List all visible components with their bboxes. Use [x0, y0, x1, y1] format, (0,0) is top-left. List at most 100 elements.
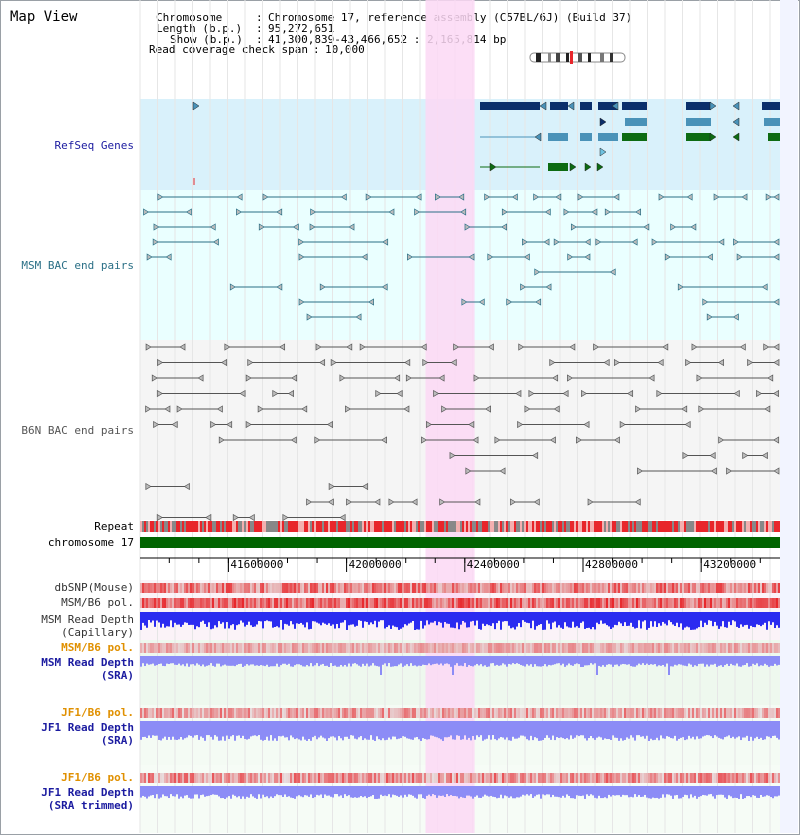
msm-b6-pol-sra-strip: [498, 643, 500, 653]
b6n-bac-end: [685, 358, 692, 367]
jf1-b6-pol-trim-strip: [282, 773, 284, 783]
repeat-segment: [522, 521, 524, 532]
msm-b6-pol-strip: [666, 598, 668, 608]
repeat-segment: [622, 521, 624, 532]
repeat-segment: [406, 521, 408, 532]
dbsnp-strip: [474, 583, 476, 593]
msm-depth-cap-bar: [696, 612, 698, 629]
msm-bac-track[interactable]: [143, 193, 780, 321]
dbsnp-strip: [362, 583, 364, 593]
repeat-segment: [438, 521, 440, 532]
jf1-b6-pol-strip: [464, 708, 466, 718]
ideogram-band-7: [600, 53, 604, 62]
jf1-depth-sra-bar: [344, 721, 346, 737]
msm-b6-pol-sra-strip: [460, 643, 462, 653]
msm-depth-cap-bar: [470, 612, 472, 622]
jf1-depth-sra-bar: [242, 721, 244, 736]
msm-depth-cap-bar: [462, 612, 464, 621]
repeat-segment: [598, 521, 600, 532]
dbsnp-strip: [624, 583, 626, 593]
jf1-b6-pol-trim-strip: [436, 773, 438, 783]
msm-depth-cap-bar: [342, 612, 344, 623]
jf1-b6-pol-strip: [460, 708, 462, 718]
repeat-segment: [400, 521, 402, 532]
dbsnp-strip: [170, 583, 172, 593]
msm-b6-pol-sra-strip: [286, 643, 288, 653]
msm-depth-sra-bar: [246, 656, 248, 665]
jf1-b6-pol-trim-strip: [662, 773, 664, 783]
msm-b6-pol-sra-strip: [704, 643, 706, 653]
refseq-gene-block: [686, 102, 711, 110]
jf1-depth-sra-bar: [588, 721, 590, 739]
msm-b6-pol-sra-strip: [344, 643, 346, 653]
msm-depth-sra-bar: [732, 656, 734, 666]
jf1-b6-pol-strip: [374, 708, 376, 718]
dbsnp-strip: [344, 583, 346, 593]
jf1-b6-pol-trim-strip: [638, 773, 640, 783]
jf1-depth-sra-bar: [516, 721, 518, 739]
refseq-genes-track[interactable]: [192, 101, 780, 185]
jf1-b6-pol-strip: [690, 708, 692, 718]
msm-b6-pol-strip: [620, 598, 622, 608]
msm-b6-pol-sra-strip: [444, 643, 446, 653]
msm-depth-cap-bar: [448, 612, 450, 624]
msm-depth-sra-bar: [360, 656, 362, 667]
jf1-depth-sra-bar: [178, 721, 180, 740]
msm-b6-pol-sra-strip: [520, 643, 522, 653]
msm-b6-pol-strip: [526, 598, 528, 608]
msm-b6-pol-strip: [768, 598, 770, 608]
jf1-b6-pol-strip: [168, 708, 170, 718]
msm-depth-cap-bar: [730, 612, 732, 626]
msm-bac-end: [773, 298, 780, 306]
msm-depth-sra-bar: [702, 656, 704, 664]
msm-depth-cap-bar: [282, 612, 284, 630]
msm-b6-pol-strip: [302, 598, 304, 608]
b6n-bac-track[interactable]: [145, 343, 780, 522]
jf1-depth-sra-bar: [640, 721, 642, 737]
repeat-segment: [708, 521, 710, 532]
repeat-segment: [454, 521, 456, 532]
msm-b6-pol-sra-strip: [442, 643, 444, 653]
repeat-segment: [528, 521, 530, 532]
jf1-b6-pol-trim-strip: [774, 773, 776, 783]
msm-depth-cap-bar: [760, 612, 762, 627]
jf1-b6-pol-trim-strip: [276, 773, 278, 783]
dbsnp-strip: [324, 583, 326, 593]
jf1-b6-pol-trim-strip: [170, 773, 172, 783]
b6n-bac-end: [197, 374, 204, 382]
jf1-depth-sra-bar: [428, 721, 430, 740]
msm-b6-pol-strip: [624, 598, 626, 608]
repeat-segment: [750, 521, 752, 532]
msm-depth-cap-bar: [446, 612, 448, 624]
jf1-b6-pol-strip: [426, 708, 428, 718]
repeat-segment: [450, 521, 452, 532]
msm-b6-pol-strip: [568, 598, 570, 608]
repeat-segment: [214, 521, 216, 532]
dbsnp-strip: [212, 583, 214, 593]
repeat-segment: [200, 521, 202, 532]
msm-b6-pol-sra-strip: [544, 643, 546, 653]
msm-bac-end: [458, 193, 465, 201]
chromosome-ideogram[interactable]: [529, 51, 626, 64]
msm-depth-sra-bar: [322, 656, 324, 664]
jf1-b6-pol-trim-strip: [732, 773, 734, 783]
jf1-b6-pol-strip: [184, 708, 186, 718]
jf1-depth-sra-bar: [608, 721, 610, 740]
msm-depth-sra-bar: [712, 656, 714, 665]
jf1-depth-sra-bar: [236, 721, 238, 736]
dbsnp-strip: [228, 583, 230, 593]
msm-bac-end: [229, 283, 236, 291]
msm-depth-cap-bar: [308, 612, 310, 630]
jf1-depth-trim-bar: [734, 786, 736, 798]
msm-depth-cap-bar: [600, 612, 602, 621]
jf1-depth-sra-bar: [352, 721, 354, 736]
repeat-segment: [224, 521, 226, 532]
msm-b6-pol-strip: [246, 598, 248, 608]
msm-b6-pol-strip: [676, 598, 678, 608]
jf1-b6-pol-strip: [768, 708, 770, 718]
msm-depth-cap-bar: [474, 612, 476, 626]
msm-depth-cap-bar: [702, 612, 704, 628]
msm-b6-pol-strip: [494, 598, 496, 608]
msm-depth-sra-bar: [462, 656, 464, 667]
